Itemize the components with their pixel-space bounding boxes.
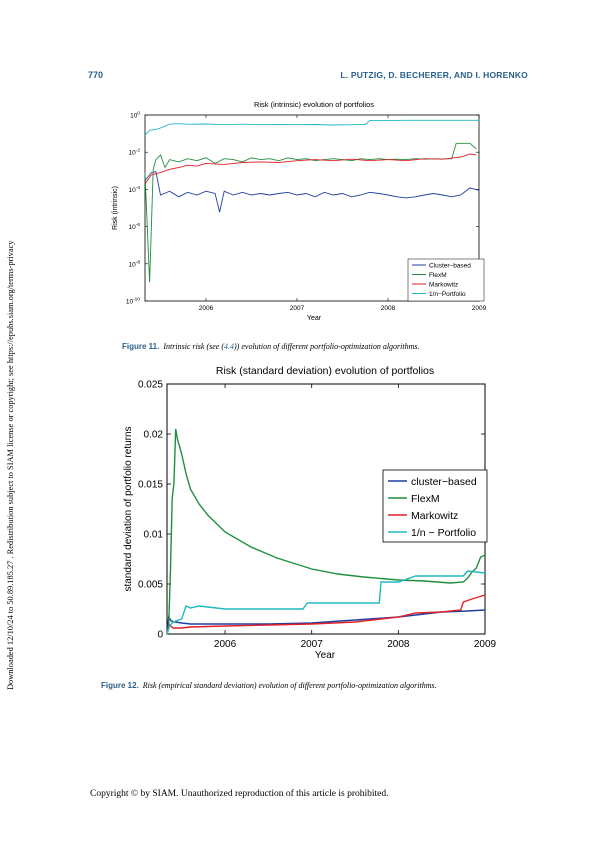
series-line bbox=[166, 428, 486, 635]
y-axis-label: Risk (intrinsic) bbox=[112, 186, 119, 230]
figure-12-chart: Risk (standard deviation) evolution of p… bbox=[123, 365, 497, 661]
y-tick-label: 0.025 bbox=[138, 380, 163, 391]
x-tick-label: 2009 bbox=[474, 639, 497, 650]
x-tick-label: 2007 bbox=[301, 639, 324, 650]
figure-11-caption: Figure 11. Intrinsic risk (see (4.4)) evo… bbox=[122, 342, 420, 351]
legend-box bbox=[382, 469, 488, 543]
chart-title: Risk (intrinsic) evolution of portfolios bbox=[254, 100, 374, 109]
y-tick-label: 0.015 bbox=[138, 480, 163, 491]
y-tick-label: 0.02 bbox=[144, 430, 164, 441]
chart-title: Risk (standard deviation) evolution of p… bbox=[216, 365, 434, 377]
series-line bbox=[166, 609, 486, 635]
y-tick-label: 100 bbox=[130, 111, 140, 120]
y-tick-label: 0 bbox=[157, 630, 163, 641]
page-number: 770 bbox=[88, 70, 104, 80]
x-tick-label: 2006 bbox=[214, 639, 237, 650]
legend-entry: Cluster–based bbox=[429, 262, 471, 269]
figure-12-caption: Figure 12. Risk (empirical standard devia… bbox=[101, 681, 437, 690]
legend: cluster−based FlexM Markowitz 1/n − Portfol… bbox=[382, 469, 488, 543]
legend-entry: Markowitz bbox=[411, 510, 458, 522]
legend-entry: FlexM bbox=[429, 272, 447, 279]
x-tick-label: 2006 bbox=[199, 305, 214, 312]
download-notice: Downloaded 12/10/24 to 50.89.185.27 . Re… bbox=[6, 240, 15, 690]
y-tick-label: 10-4 bbox=[129, 185, 141, 194]
caption-text: Intrinsic risk (see ( bbox=[163, 342, 225, 351]
y-tick-label: 10-8 bbox=[129, 259, 141, 268]
caption-text-end: )) evolution of different portfolio-opti… bbox=[234, 342, 420, 351]
y-tick-label: 10-10 bbox=[126, 297, 140, 306]
plot-frame bbox=[144, 114, 480, 302]
series-line bbox=[166, 594, 486, 635]
x-tick-label: 2008 bbox=[381, 305, 396, 312]
legend-entry: cluster−based bbox=[411, 476, 477, 488]
series-line bbox=[166, 570, 486, 635]
x-tick-label: 2007 bbox=[290, 305, 305, 312]
running-header-authors: L. PUTZIG, D. BECHERER, AND I. HORENKO bbox=[340, 70, 528, 80]
y-axis-label: standard deviation of portfolio returns bbox=[123, 426, 134, 591]
copyright-footer: Copyright © by SIAM. Unauthorized reprod… bbox=[90, 789, 389, 799]
series-line bbox=[144, 171, 480, 213]
caption-text: Risk (empirical standard deviation) evol… bbox=[142, 681, 437, 690]
legend-entry: 1/n−Portfolio bbox=[429, 291, 466, 298]
equation-reference-link[interactable]: 4.4 bbox=[224, 342, 235, 351]
series-line bbox=[144, 119, 479, 136]
legend: Cluster–based FlexM Markowitz 1/n−Portfolio bbox=[407, 258, 485, 302]
legend-entry: Markowitz bbox=[429, 281, 458, 288]
legend-entry: 1/n − Portfolio bbox=[411, 527, 476, 539]
x-tick-label: 2008 bbox=[387, 639, 410, 650]
figure-label: Figure 12. bbox=[101, 681, 139, 690]
x-tick-label: 2009 bbox=[472, 305, 487, 312]
legend-entry: FlexM bbox=[411, 493, 440, 505]
y-tick-label: 0.005 bbox=[138, 580, 163, 591]
x-axis-label: Year bbox=[315, 650, 336, 661]
y-tick-label: 10-6 bbox=[129, 222, 141, 231]
y-tick-label: 0.01 bbox=[144, 530, 164, 541]
x-axis-label: Year bbox=[307, 315, 322, 322]
y-tick-label: 10-2 bbox=[129, 148, 141, 157]
series-line bbox=[144, 153, 477, 185]
figure-11-chart: Risk (intrinsic) evolution of portfolios… bbox=[112, 100, 487, 322]
figure-label: Figure 11. bbox=[122, 342, 160, 351]
